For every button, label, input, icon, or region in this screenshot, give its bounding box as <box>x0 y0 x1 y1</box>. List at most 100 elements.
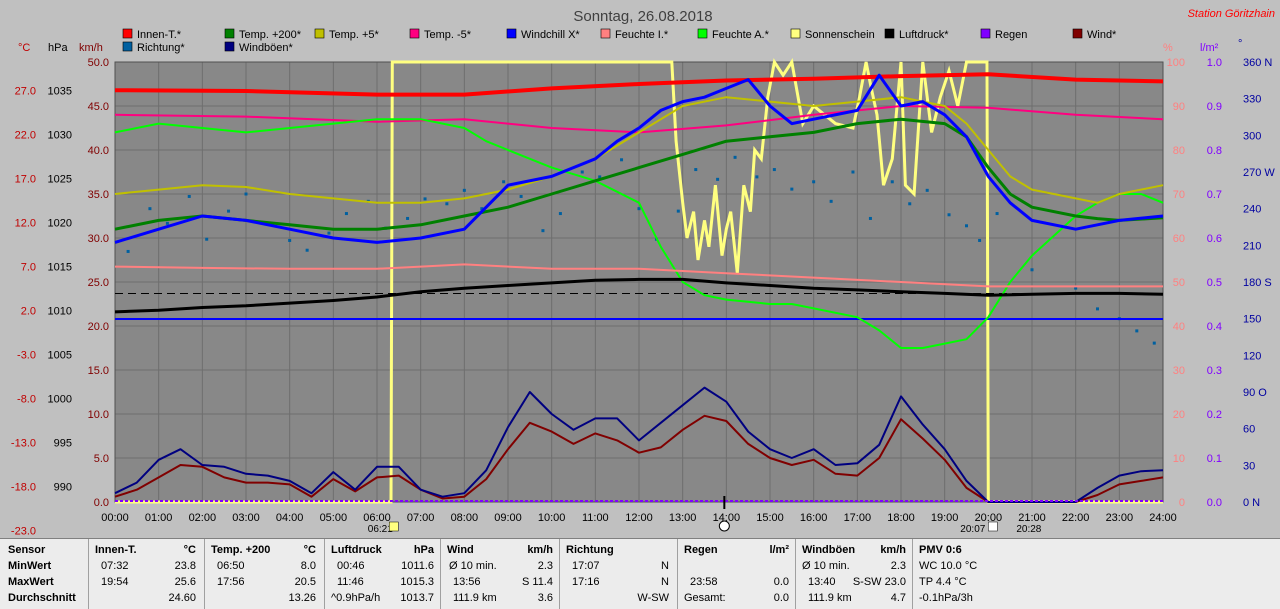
humidity-axis-tick-label: 30 <box>1173 365 1185 377</box>
max-value: S 11.4 <box>522 576 553 588</box>
point-richtung <box>637 207 641 211</box>
point-richtung <box>227 209 231 213</box>
legend-swatch <box>790 28 801 39</box>
direction-axis-tick-label: 150 <box>1243 314 1261 326</box>
avg-value: 1013.7 <box>400 592 434 604</box>
col-unit: °C <box>303 544 316 556</box>
legend-swatch <box>1072 28 1083 39</box>
chart-title: Sonntag, 26.08.2018 <box>573 8 712 25</box>
point-richtung <box>790 187 794 191</box>
col-unit: °C <box>183 544 196 556</box>
wind-axis-tick-label: 10.0 <box>88 409 109 421</box>
legend-swatch <box>697 28 708 39</box>
direction-axis-tick-label: 360 N <box>1243 57 1272 69</box>
direction-axis-tick-label: 120 <box>1243 350 1261 362</box>
temp-axis-tick-label: 12.0 <box>15 218 36 230</box>
distance-label: 111.9 km <box>453 592 497 604</box>
rain-axis-unit: l/m² <box>1200 42 1219 54</box>
point-richtung <box>148 207 152 211</box>
point-richtung <box>733 155 737 159</box>
legend-swatch <box>314 28 325 39</box>
point-richtung <box>1030 268 1034 272</box>
x-tick-label: 20:00 <box>975 512 1003 524</box>
point-richtung <box>868 216 872 220</box>
direction-axis-tick-label: 300 <box>1243 130 1261 142</box>
pressure-axis-tick-label: 1020 <box>48 218 72 230</box>
min-time: 06:50 <box>217 560 245 572</box>
x-tick-label: 07:00 <box>407 512 435 524</box>
humidity-axis-tick-label: 20 <box>1173 409 1185 421</box>
wind-axis-tick-label: 25.0 <box>88 277 109 289</box>
legend-swatch <box>600 28 611 39</box>
min-value: 8.0 <box>300 560 316 572</box>
point-richtung <box>244 192 248 196</box>
legend-swatch <box>122 28 133 39</box>
legend-label: Windböen* <box>239 42 294 54</box>
col-header: Innen-T. <box>95 544 137 556</box>
temp-axis-tick-label: -18.0 <box>11 482 36 494</box>
x-tick-label: 22:00 <box>1062 512 1090 524</box>
temp-axis-unit: °C <box>18 42 30 54</box>
direction-axis-tick-label: 0 N <box>1243 497 1260 509</box>
sunrise-icon <box>389 521 399 532</box>
rain-axis-tick-label: 0.5 <box>1207 277 1222 289</box>
pressure-axis-tick-label: 1005 <box>48 350 72 362</box>
point-richtung <box>205 237 209 241</box>
temp-axis-tick-label: 22.0 <box>15 130 36 142</box>
moonset-label: 20:28 <box>1016 524 1041 535</box>
point-richtung <box>305 248 309 252</box>
wind-axis-tick-label: 0.0 <box>94 497 109 509</box>
pressure-axis-tick-label: 1030 <box>48 130 72 142</box>
direction-axis-tick-label: 60 <box>1243 424 1255 436</box>
point-richtung <box>755 175 759 179</box>
pressure-axis-tick-label: 1000 <box>48 394 72 406</box>
summary-col-regen: Regen l/m² 23:58 0.0 Gesamt: 0.0 <box>678 539 796 609</box>
point-richtung <box>165 221 169 225</box>
x-tick-label: 17:00 <box>844 512 872 524</box>
point-richtung <box>406 216 410 220</box>
avg10-label: Ø 10 min. <box>802 560 850 572</box>
rain-axis-tick-label: 0.1 <box>1207 453 1222 465</box>
x-tick-label: 00:00 <box>101 512 129 524</box>
avg10-value: 2.3 <box>537 560 553 572</box>
col-header: PMV 0:6 <box>919 544 962 556</box>
wind-axis-tick-label: 5.0 <box>94 453 109 465</box>
legend-label: Wind* <box>1087 29 1117 41</box>
distance-label: 111.9 km <box>808 592 852 604</box>
legend-label: Windchill X* <box>521 29 580 41</box>
legend-swatch <box>506 28 517 39</box>
point-richtung <box>541 229 545 233</box>
sunset-label: 20:07 <box>960 524 985 535</box>
point-richtung <box>480 207 484 211</box>
series-luftdruck <box>114 277 1164 314</box>
legend-label: Temp. +5* <box>329 29 380 41</box>
sunrise-label: 06:21 <box>368 524 393 535</box>
point-richtung <box>580 170 584 174</box>
point-richtung <box>423 197 427 201</box>
point-richtung <box>676 209 680 213</box>
point-richtung <box>558 212 562 216</box>
humidity-axis-tick-label: 10 <box>1173 453 1185 465</box>
avg-value: W-SW <box>637 592 669 604</box>
max-value: 1015.3 <box>400 576 434 588</box>
rain-axis-tick-label: 0.3 <box>1207 365 1222 377</box>
x-tick-label: 19:00 <box>931 512 959 524</box>
col-unit: hPa <box>413 544 434 556</box>
wind-axis-tick-label: 50.0 <box>88 57 109 69</box>
direction-axis-tick-label: 330 <box>1243 94 1261 106</box>
x-tick-label: 08:00 <box>451 512 479 524</box>
x-tick-label: 24:00 <box>1149 512 1177 524</box>
sunset-icon <box>988 521 998 532</box>
avg-value: 13.26 <box>288 592 316 604</box>
col-unit: km/h <box>880 544 906 556</box>
wind-axis-tick-label: 40.0 <box>88 145 109 157</box>
direction-axis-tick-label: 30 <box>1243 460 1255 472</box>
wind-axis-tick-label: 35.0 <box>88 189 109 201</box>
summary-col-richtung: Richtung 17:07 N 17:16 N W-SW <box>560 539 678 609</box>
point-richtung <box>995 212 999 216</box>
summary-col-luftdruck: Luftdruck hPa 00:46 1011.6 11:46 1015.3 … <box>325 539 441 609</box>
humidity-axis-tick-label: 90 <box>1173 101 1185 113</box>
humidity-axis-tick-label: 70 <box>1173 189 1185 201</box>
wind-axis-tick-label: 20.0 <box>88 321 109 333</box>
col-header: Richtung <box>566 544 614 556</box>
